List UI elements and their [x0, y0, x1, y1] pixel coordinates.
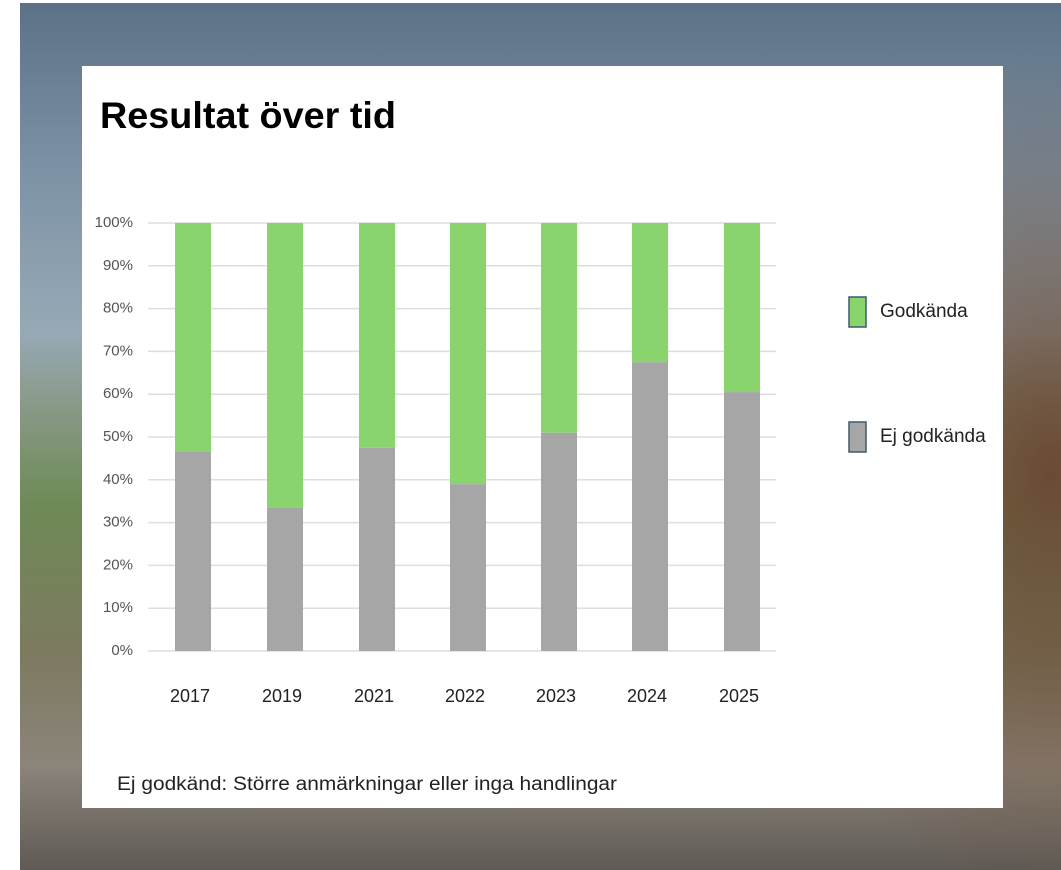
legend-swatch	[849, 297, 866, 327]
legend-label: Godkända	[880, 301, 968, 322]
bar-segment	[359, 223, 395, 448]
y-tick-label: 60%	[103, 385, 133, 402]
y-tick-label: 80%	[103, 300, 133, 317]
bar-segment	[541, 223, 577, 433]
bar-segment	[450, 223, 486, 484]
bar-segment	[724, 392, 760, 651]
x-tick-label: 2025	[719, 686, 759, 706]
y-tick-label: 0%	[111, 642, 133, 659]
chart-title: Resultat över tid	[100, 95, 396, 136]
chart: Resultat över tid Ej godkänd: Större anm…	[0, 0, 1061, 870]
page: {"chart_data":{"type":"stacked-bar","tit…	[0, 0, 1061, 870]
bar-segment	[359, 448, 395, 651]
y-tick-label: 20%	[103, 556, 133, 573]
bar-segment	[632, 223, 668, 362]
x-tick-label: 2023	[536, 686, 576, 706]
y-tick-label: 40%	[103, 471, 133, 488]
bar-segment	[175, 452, 211, 651]
bar-segment	[267, 223, 303, 508]
bar-segment	[450, 484, 486, 651]
bar-segment	[541, 433, 577, 651]
x-tick-label: 2019	[262, 686, 302, 706]
y-tick-label: 100%	[95, 214, 133, 231]
y-tick-label: 50%	[103, 428, 133, 445]
footnote: Ej godkänd: Större anmärkningar eller in…	[117, 774, 618, 795]
x-tick-label: 2017	[170, 686, 210, 706]
x-tick-label: 2022	[445, 686, 485, 706]
x-tick-label: 2024	[627, 686, 667, 706]
bar-segment	[632, 362, 668, 651]
bar-segment	[724, 223, 760, 392]
x-tick-label: 2021	[354, 686, 394, 706]
y-tick-label: 10%	[103, 599, 133, 616]
bar-segment	[267, 508, 303, 651]
y-tick-label: 90%	[103, 257, 133, 274]
legend-swatch	[849, 422, 866, 452]
y-tick-label: 70%	[103, 342, 133, 359]
legend-label: Ej godkända	[880, 426, 986, 447]
bar-segment	[175, 223, 211, 452]
y-tick-label: 30%	[103, 514, 133, 531]
